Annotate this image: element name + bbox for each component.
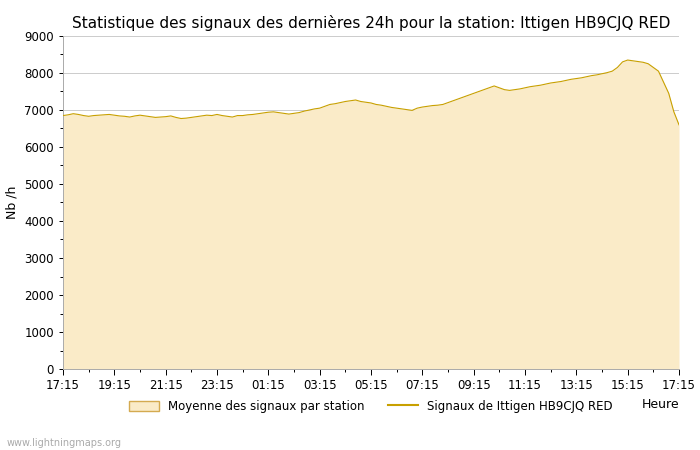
Title: Statistique des signaux des dernières 24h pour la station: Ittigen HB9CJQ RED: Statistique des signaux des dernières 24… [72, 15, 670, 31]
Text: www.lightningmaps.org: www.lightningmaps.org [7, 438, 122, 448]
Legend: Moyenne des signaux par station, Signaux de Ittigen HB9CJQ RED: Moyenne des signaux par station, Signaux… [130, 400, 612, 413]
X-axis label: Heure: Heure [641, 398, 679, 411]
Y-axis label: Nb /h: Nb /h [6, 186, 19, 219]
